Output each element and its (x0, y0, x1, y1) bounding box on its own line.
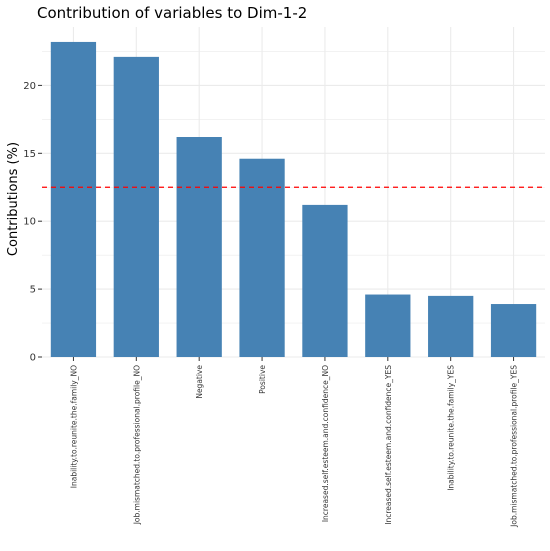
x-tick-label: Negative (195, 365, 204, 399)
x-tick-label: Job.mismatched.to.professional.profile_Y… (510, 365, 519, 528)
x-tick-label: Positive (258, 365, 267, 394)
bars (50, 41, 537, 358)
x-tick-label: Increased.self.esteem.and.confidence_NO (321, 365, 330, 522)
bar (239, 158, 285, 357)
x-axis: Inability.to.reunite.the.family_NO Job.mi… (69, 357, 519, 528)
y-axis-label: Contributions (%) (6, 142, 21, 256)
y-tick-label: 15 (23, 149, 36, 160)
x-tick-label: Inability.to.reunite.the.family_YES (447, 365, 456, 491)
bar (302, 204, 348, 357)
bar (50, 41, 97, 358)
y-tick-label: 20 (23, 81, 36, 92)
y-axis: 0 5 10 15 20 (23, 81, 42, 364)
bar (428, 295, 474, 357)
y-tick-label: 5 (30, 285, 36, 296)
bar (365, 294, 411, 357)
y-tick-label: 0 (30, 353, 36, 364)
bar (176, 137, 222, 357)
x-tick-label: Inability.to.reunite.the.family_NO (69, 365, 78, 488)
x-tick-label: Increased.self.esteem.and.confidence_YES (384, 365, 393, 525)
x-tick-label: Job.mismatched.to.professional.profile_N… (132, 365, 141, 525)
chart-title: Contribution of variables to Dim-1-2 (37, 4, 307, 22)
bar (113, 56, 159, 357)
bar (490, 304, 537, 357)
y-tick-label: 10 (23, 217, 36, 228)
